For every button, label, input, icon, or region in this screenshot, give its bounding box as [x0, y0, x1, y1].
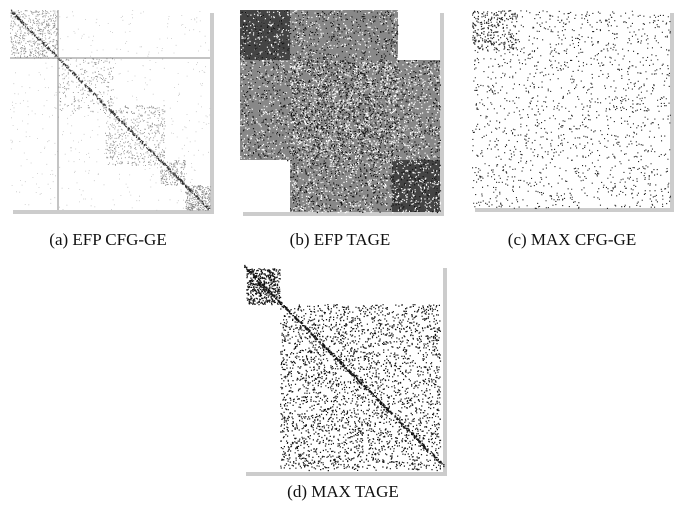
figure: (a) EFP CFG-GE (b) EFP TAGE (c) MAX CFG-… [0, 0, 678, 509]
shadow [670, 13, 674, 211]
shadow [13, 210, 214, 214]
shadow [210, 13, 214, 213]
panel-a-matrix [10, 10, 214, 214]
caption-a: (a) EFP CFG-GE [49, 230, 166, 249]
shadow [246, 472, 447, 476]
panel-c-matrix [472, 10, 674, 212]
caption-c: (c) MAX CFG-GE [508, 230, 636, 249]
panel-b-matrix [240, 10, 444, 216]
shadow [475, 208, 674, 212]
caption-b: (b) EFP TAGE [290, 230, 391, 249]
shadow [440, 13, 444, 215]
panel-d-matrix [243, 265, 447, 476]
shadow [443, 268, 447, 475]
caption-d: (d) MAX TAGE [287, 482, 399, 501]
shadow [243, 212, 444, 216]
